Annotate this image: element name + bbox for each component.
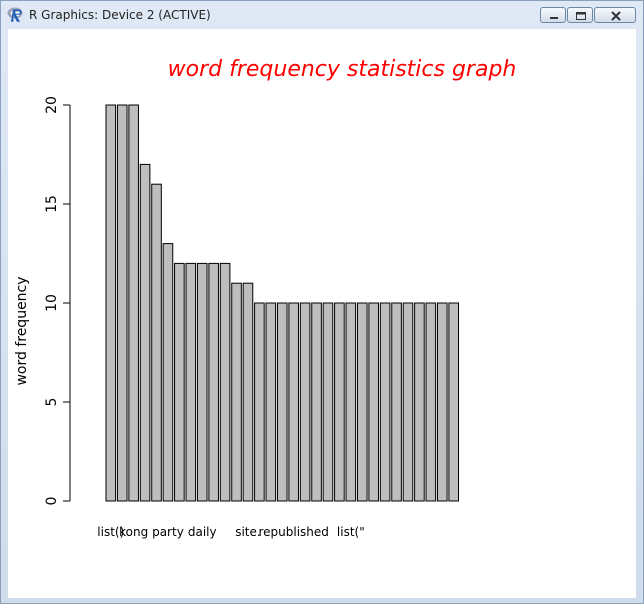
bar: [254, 302, 265, 502]
x-tick-label: site.: [235, 525, 261, 539]
x-tick-label: republished: [258, 525, 328, 539]
bar: [356, 302, 368, 502]
minimize-button[interactable]: [540, 7, 566, 23]
close-button[interactable]: [594, 7, 636, 23]
minimize-icon: [550, 17, 558, 19]
bar: [265, 302, 277, 502]
bar: [436, 302, 448, 502]
r-logo-icon: [7, 7, 23, 22]
bar: [219, 262, 231, 502]
window-title: R Graphics: Device 2 (ACTIVE): [29, 8, 211, 22]
bar: [391, 302, 402, 502]
bar: [105, 104, 117, 502]
bar: [276, 302, 288, 502]
bar: [208, 262, 219, 502]
y-tick-label: 5: [44, 398, 60, 407]
bar: [196, 262, 208, 502]
title-bar[interactable]: R Graphics: Device 2 (ACTIVE): [1, 1, 643, 29]
bar: [116, 104, 128, 502]
bar-chart: word frequency statistics graph word fre…: [14, 57, 517, 539]
bar: [162, 243, 174, 502]
bar: [379, 302, 391, 502]
bar: [334, 302, 345, 502]
x-tick-label: list(): [97, 525, 124, 539]
chart-title: word frequency statistics graph: [168, 57, 517, 82]
bar: [345, 302, 357, 502]
bar: [414, 302, 425, 502]
y-tick-label: 10: [44, 294, 60, 312]
bar: [242, 282, 254, 502]
bar: [185, 262, 197, 502]
plot-area: word frequency statistics graph word fre…: [8, 29, 636, 598]
y-axis-label: word frequency: [14, 276, 30, 385]
bar: [402, 302, 414, 502]
bar: [151, 183, 162, 502]
x-tick-label: party: [152, 525, 184, 539]
bar: [288, 302, 299, 502]
y-tick-label: 15: [44, 195, 60, 213]
bar: [311, 302, 322, 502]
y-tick-label: 20: [44, 96, 60, 114]
close-icon: [611, 11, 621, 21]
y-axis: 0 5 10 15 20: [44, 96, 71, 506]
bar: [299, 302, 311, 502]
maximize-button[interactable]: [567, 7, 593, 23]
x-tick-label: daily: [188, 525, 217, 539]
x-tick-label: kong: [119, 525, 148, 539]
bar: [448, 302, 459, 502]
bar: [174, 262, 185, 502]
y-tick-label: 0: [44, 497, 60, 506]
bar: [231, 282, 242, 502]
category-labels: list()kong party daily site.republished list…: [97, 525, 364, 539]
bar: [128, 104, 139, 502]
bar: [322, 302, 334, 502]
bars: [105, 104, 459, 502]
maximize-icon: [576, 12, 586, 20]
bar: [425, 302, 437, 502]
x-tick-label: list(": [337, 525, 365, 539]
bar: [368, 302, 379, 502]
bar: [139, 163, 151, 502]
